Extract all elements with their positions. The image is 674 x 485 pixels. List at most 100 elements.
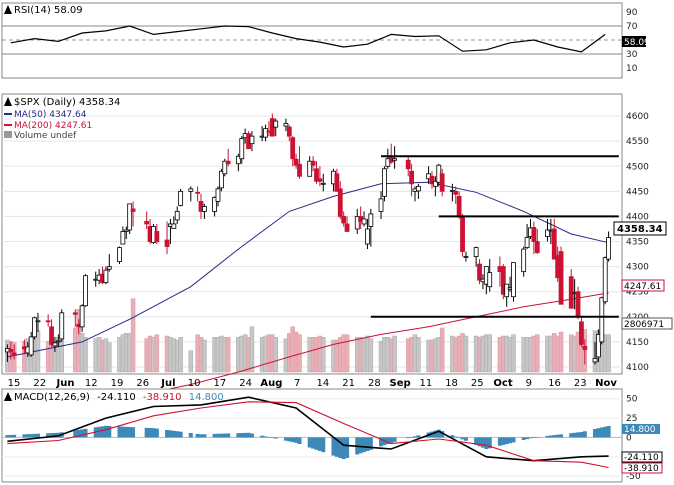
macd-histogram-bar: [151, 428, 156, 438]
rsi-series: [10, 25, 606, 53]
macd-histogram-bar: [154, 428, 159, 438]
macd-histogram-bar: [52, 432, 57, 438]
candle-body: [378, 198, 384, 212]
candle-body: [171, 223, 177, 229]
candle-body: [123, 229, 129, 232]
macd-value-box: [621, 451, 663, 463]
macd-histogram-bar: [314, 437, 319, 450]
macd-histogram-bar: [331, 437, 336, 456]
macd-histogram-bar: [260, 435, 265, 438]
x-tick-label: 17: [214, 378, 227, 389]
x-tick-label: 23: [574, 378, 587, 389]
candle-body: [579, 321, 584, 345]
price-y-tick-label: 4350: [626, 238, 649, 248]
macd-histogram-bar: [531, 437, 536, 438]
macd-histogram-bar: [239, 433, 244, 438]
x-tick-label: 22: [33, 378, 46, 389]
macd-histogram-bar: [5, 435, 10, 438]
candle-body: [551, 228, 557, 260]
macd-histogram-bar: [117, 426, 122, 438]
x-tick-label: 24: [239, 378, 252, 389]
candle-body: [45, 320, 51, 323]
candle-body: [28, 336, 34, 356]
candle-body: [297, 163, 302, 177]
x-tick-label: 25: [471, 378, 484, 389]
candle-body: [477, 263, 482, 281]
candle-body: [218, 170, 224, 189]
candle-body: [307, 160, 313, 177]
rsi-y-tick-label: 90: [626, 8, 638, 18]
macd-histogram-bar: [480, 437, 485, 448]
macd-histogram-bar: [521, 437, 526, 440]
macd-histogram-bar: [165, 429, 170, 438]
macd-histogram-bar: [49, 433, 54, 438]
macd-histogram-bar: [270, 437, 275, 438]
macd-histogram-bar: [477, 437, 482, 447]
price-y-tick-label: 4300: [626, 263, 649, 273]
macd-histogram-bar: [243, 432, 248, 438]
candle-body: [106, 266, 112, 270]
volume-legend-swatch: [4, 131, 12, 138]
candle-body: [144, 221, 150, 225]
macd-histogram-bar: [559, 434, 564, 438]
candle-body: [524, 237, 530, 248]
macd-histogram-bar: [188, 433, 193, 438]
x-tick-label: 11: [419, 378, 432, 389]
macd-histogram-bar: [12, 434, 17, 438]
macd-histogram-bar: [365, 437, 370, 451]
ma50-line: [7, 181, 609, 358]
macd-value: -24.110: [97, 392, 136, 403]
candle-body: [32, 317, 37, 338]
macd-histogram-bar: [22, 434, 27, 438]
candle-body: [35, 320, 41, 323]
macd-signal-box: [621, 462, 663, 474]
candle-body: [290, 137, 296, 160]
macd-hist-value-box: [622, 424, 660, 434]
candle-body: [361, 218, 367, 225]
volume-bar: [487, 334, 492, 373]
price-y-tick-label: 4550: [626, 137, 649, 147]
candle-body: [368, 213, 374, 227]
macd-histogram-bar: [501, 437, 506, 445]
macd-y-tick-label: 25: [626, 414, 637, 424]
rsi-line: [10, 25, 606, 53]
rsi-last-value: 58.09: [624, 38, 650, 48]
candle-body: [317, 178, 323, 182]
volume-bar: [154, 334, 160, 373]
candle-body: [212, 196, 217, 212]
macd-histogram-bar: [440, 431, 445, 438]
macd-histogram-bar: [249, 433, 254, 438]
candle-body: [382, 168, 387, 197]
candle-body: [460, 216, 465, 252]
macd-histogram-bar: [307, 437, 312, 448]
candle-body: [456, 195, 462, 217]
macd-histogram-bar: [263, 436, 268, 438]
candle-body: [174, 211, 180, 221]
candle-body: [164, 239, 170, 247]
macd-histogram-bar: [555, 434, 560, 438]
macd-histogram-bar: [219, 433, 224, 438]
macd-y-tick-label: -50: [626, 472, 641, 482]
macd-histogram-bar: [358, 437, 363, 454]
candle-body: [599, 297, 605, 343]
volume-bar: [249, 326, 255, 373]
price-y-tick-label: 4100: [626, 363, 649, 373]
candle-body: [235, 155, 241, 165]
x-tick-label: 7: [294, 378, 300, 389]
macd-histogram-bar: [497, 437, 502, 446]
rsi-y-tick-label: 70: [626, 22, 638, 32]
macd-signal-value: -38.910: [143, 392, 182, 403]
rsi-grid: [2, 25, 622, 55]
candle-body: [59, 312, 65, 340]
volume-bar: [439, 327, 445, 373]
macd-histogram-bar: [120, 426, 125, 438]
macd-histogram-bar: [599, 427, 604, 438]
macd-histogram-bar: [535, 437, 540, 438]
candle-body: [320, 182, 326, 185]
candle-body: [341, 216, 347, 224]
candle-body: [487, 272, 493, 288]
volume-bar: [344, 334, 350, 373]
macd-histogram-bar: [178, 431, 183, 438]
macd-histogram-bar: [199, 434, 204, 438]
x-tick-label: Jun: [55, 378, 74, 389]
